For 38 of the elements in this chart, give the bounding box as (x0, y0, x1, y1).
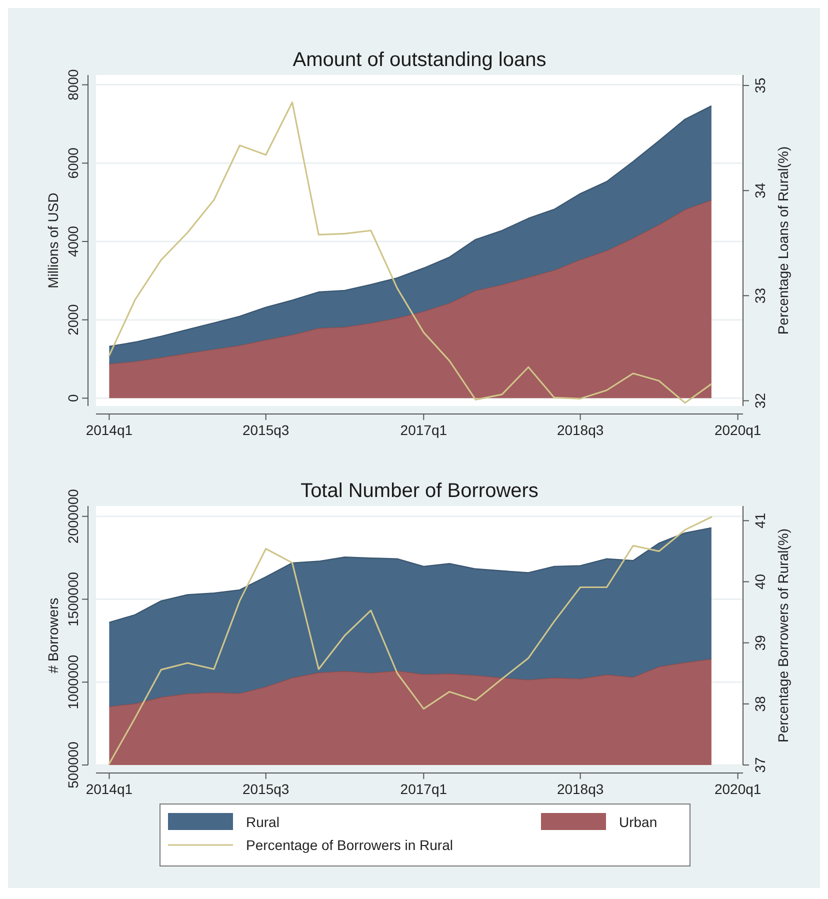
x-tick-label: 2015q3 (242, 422, 290, 438)
y-axis-title: Millions of USD (45, 192, 61, 288)
x-tick-label: 2015q3 (242, 781, 290, 797)
x-tick-label: 2020q1 (714, 781, 762, 797)
line-series (108, 516, 712, 765)
y2-tick-label: 32 (752, 392, 768, 409)
y2-tick-label: 35 (752, 78, 768, 94)
y2-tick-label: 37 (752, 757, 768, 773)
y2-tick-label: 33 (752, 288, 768, 304)
y2-tick-label: 40 (752, 574, 768, 590)
y-tick-label: 0 (65, 394, 81, 402)
y2-tick-label: 39 (752, 634, 768, 651)
chart-title: Total Number of Borrowers (300, 480, 538, 502)
y-tick-label: 1500000 (65, 572, 81, 626)
y2-tick-label: 34 (752, 182, 768, 198)
y-tick-label: 8000 (65, 69, 81, 100)
legend-label: Urban (619, 814, 658, 830)
x-tick-label: 2020q1 (714, 422, 762, 438)
legend-label: Rural (246, 814, 280, 830)
x-tick-label: 2018q3 (556, 781, 604, 797)
chart-title: Amount of outstanding loans (292, 49, 546, 71)
x-tick-label: 2017q1 (400, 422, 448, 438)
y-tick-label: 2000000 (65, 488, 81, 544)
y-axis-title: # Borrowers (45, 598, 61, 674)
y-tick-label: 500000 (65, 741, 81, 788)
x-tick-label: 2018q3 (556, 422, 604, 438)
y2-axis-title: Percentage Loans of Rural(%) (775, 146, 791, 335)
y2-axis-title: Percentage Borrowers of Rural(%) (775, 528, 791, 742)
y2-tick-label: 38 (752, 696, 768, 712)
x-tick-label: 2014q1 (86, 781, 133, 797)
legend-label: Percentage of Borrowers in Rural (246, 837, 453, 853)
x-tick-label: 2014q1 (86, 422, 133, 438)
y2-tick-label: 41 (752, 512, 768, 528)
y-tick-label: 2000 (65, 304, 81, 336)
y-tick-label: 1000000 (65, 654, 81, 710)
y-tick-label: 6000 (65, 147, 81, 179)
x-tick-label: 2017q1 (400, 781, 448, 797)
y-tick-label: 4000 (65, 226, 81, 258)
